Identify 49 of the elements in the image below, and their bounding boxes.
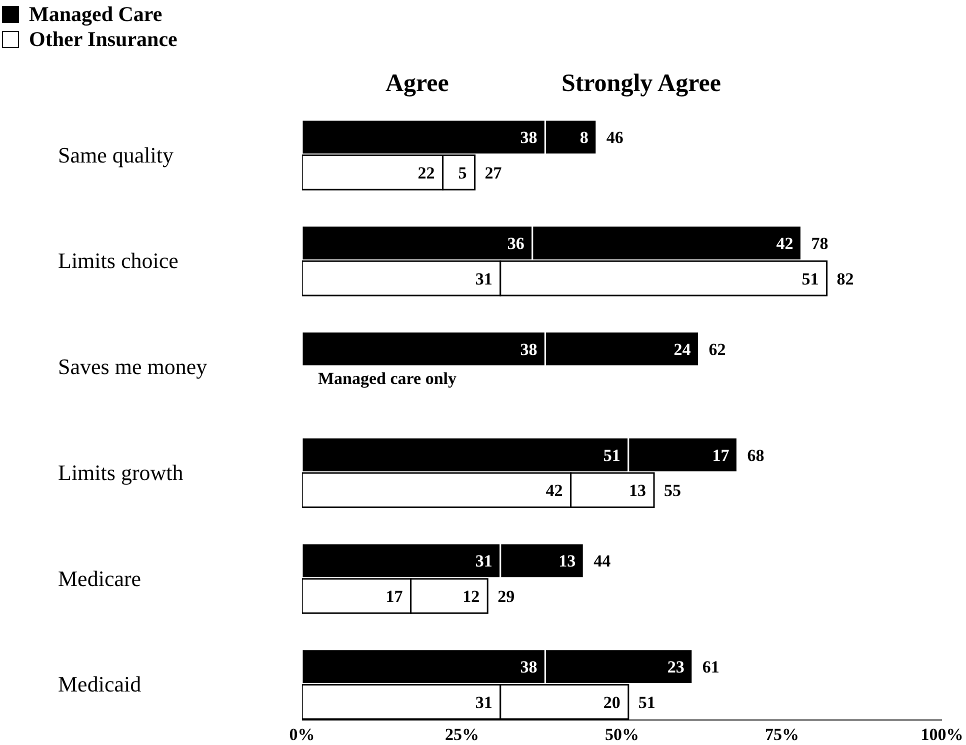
series-label: Agree: [385, 70, 449, 98]
data-label: 42: [546, 481, 563, 500]
y-tick-label: Medicare: [58, 566, 142, 591]
data-label: 12: [462, 586, 480, 606]
y-tick-label: Same quality: [58, 142, 174, 168]
total-label: 27: [484, 163, 502, 182]
total-label: 51: [638, 692, 656, 712]
total-label: 68: [747, 446, 764, 465]
data-label: 51: [603, 446, 620, 465]
data-label: 23: [667, 658, 684, 677]
data-label: 20: [603, 692, 620, 712]
data-label: 31: [475, 552, 492, 571]
data-label: 38: [520, 658, 538, 677]
x-tick-label: 100%: [920, 725, 964, 744]
y-tick-label: Limits growth: [58, 460, 184, 485]
total-label: 55: [664, 481, 681, 500]
data-label: 38: [520, 340, 538, 359]
y-tick-label: Saves me money: [58, 354, 208, 380]
text: Other Insurance: [29, 27, 178, 52]
annotation: Managed care only: [318, 369, 457, 390]
data-label: 8: [580, 128, 588, 148]
x-tick-label: 75%: [765, 725, 799, 744]
data-label: 13: [629, 481, 646, 500]
total-label: 29: [498, 586, 515, 606]
total-label: 82: [836, 269, 854, 288]
x-tick-label: 50%: [605, 725, 639, 744]
series-label: Strongly Agree: [561, 70, 721, 98]
total-label: 62: [708, 340, 726, 359]
data-label: 5: [458, 163, 467, 182]
x-tick-label: 0%: [289, 725, 315, 744]
data-label: 13: [558, 552, 576, 571]
data-label: 24: [674, 340, 692, 359]
data-label: 38: [520, 128, 538, 148]
data-label: 42: [776, 234, 794, 254]
data-label: 17: [386, 586, 404, 606]
total-label: 78: [811, 234, 828, 254]
text: Managed Care: [29, 2, 162, 27]
data-label: 31: [475, 269, 492, 288]
y-tick-label: Limits choice: [58, 248, 178, 274]
data-label: 36: [507, 234, 524, 254]
data-label: 31: [475, 692, 492, 712]
data-label: 51: [802, 269, 819, 288]
total-label: 44: [594, 552, 612, 571]
data-label: 22: [418, 163, 435, 182]
total-label: 46: [606, 128, 624, 148]
y-tick-label: Medicaid: [58, 672, 142, 697]
total-label: 61: [702, 658, 720, 677]
data-label: 17: [712, 446, 730, 465]
x-tick-label: 25%: [445, 725, 479, 744]
